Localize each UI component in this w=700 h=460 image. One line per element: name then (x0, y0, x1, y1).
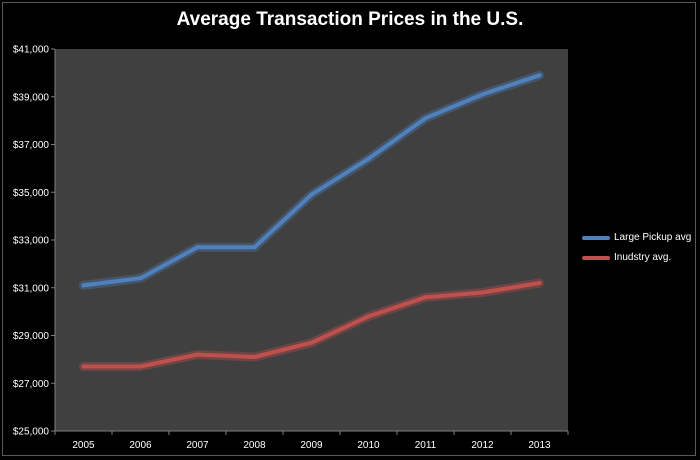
y-tick-label: $37,000 (13, 140, 50, 151)
data-point-industry (138, 364, 143, 369)
legend-label-industry: Inudstry avg. (614, 252, 672, 263)
chart-title: Average Transaction Prices in the U.S. (176, 9, 524, 30)
chart-frame (2, 2, 696, 456)
legend-label-large-pickup: Large Pickup avg (614, 232, 692, 243)
x-tick-label: 2011 (415, 440, 437, 451)
y-tick-label: $25,000 (13, 427, 50, 438)
x-tick-label: 2008 (243, 440, 266, 451)
y-tick-label: $39,000 (13, 92, 50, 103)
plot-area (55, 49, 568, 431)
series-layer (79, 70, 544, 371)
axes: $25,000 $27,000 $29,000 $31,000 $33,000 $35,0… (13, 45, 569, 451)
y-tick-label: $35,000 (13, 188, 50, 199)
data-point-large-pickup (480, 92, 485, 97)
x-tick-label: 2010 (357, 440, 380, 451)
data-point-industry (252, 354, 257, 359)
data-point-industry (309, 340, 314, 345)
y-tick-label: $33,000 (13, 236, 50, 247)
data-point-industry (195, 352, 200, 357)
data-point-large-pickup (252, 245, 257, 250)
data-point-industry (81, 364, 86, 369)
x-tick-label: 2013 (528, 440, 551, 451)
legend-swatch-large-pickup (582, 236, 610, 240)
data-point-large-pickup (309, 192, 314, 197)
x-tick-label: 2006 (129, 440, 152, 451)
y-tick-label: $31,000 (13, 283, 50, 294)
x-tick-label: 2007 (186, 440, 209, 451)
x-tick-label: 2005 (72, 440, 95, 451)
data-point-large-pickup (537, 73, 542, 78)
data-point-large-pickup (81, 283, 86, 288)
y-tick-label: $29,000 (13, 331, 50, 342)
legend-swatch-industry (582, 256, 610, 260)
data-point-large-pickup (423, 116, 428, 121)
y-tick-label: $27,000 (13, 379, 50, 390)
data-point-large-pickup (366, 156, 371, 161)
x-tick-label: 2012 (471, 440, 494, 451)
data-point-industry (366, 314, 371, 319)
data-point-industry (537, 280, 542, 285)
x-tick-label: 2009 (300, 440, 323, 451)
data-point-large-pickup (138, 276, 143, 281)
y-tick-label: $41,000 (13, 45, 50, 56)
data-point-industry (423, 295, 428, 300)
data-point-large-pickup (195, 245, 200, 250)
data-point-industry (480, 290, 485, 295)
